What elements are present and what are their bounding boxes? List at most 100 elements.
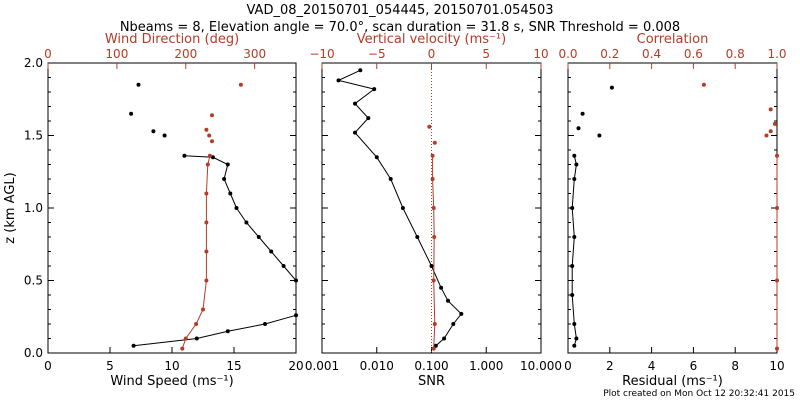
data-point — [210, 139, 214, 144]
x-bottom-tick-label: 5 — [106, 359, 114, 373]
x-bottom-tick-label: 15 — [226, 359, 241, 373]
data-point — [151, 129, 156, 134]
data-point — [400, 206, 405, 210]
series-line — [571, 155, 577, 346]
data-point — [129, 111, 134, 116]
x-top-axis-label: Correlation — [637, 32, 709, 47]
data-point — [244, 220, 249, 225]
data-point — [204, 220, 209, 225]
data-point — [374, 155, 379, 160]
data-point — [366, 116, 371, 121]
x-top-tick-label: 1.0 — [767, 47, 786, 61]
x-bottom-tick-label: 1.000 — [469, 359, 503, 373]
data-point — [183, 336, 188, 341]
y-tick-label: 0.0 — [24, 346, 43, 360]
data-point — [180, 346, 185, 351]
data-point — [194, 336, 199, 341]
series-3 — [180, 153, 212, 351]
data-point — [775, 346, 779, 351]
data-point — [597, 133, 602, 138]
data-point — [775, 153, 779, 158]
figure-title-line2: Nbeams = 8, Elevation angle = 70.0°, sca… — [120, 20, 680, 35]
series-line — [181, 155, 211, 349]
x-top-tick-label: 0 — [44, 47, 52, 61]
series-1 — [336, 68, 464, 348]
data-point — [207, 153, 212, 158]
x-top-tick-label: 10 — [533, 47, 548, 61]
x-bottom-tick-label: 0.001 — [305, 359, 339, 373]
data-point — [775, 278, 779, 283]
x-top-axis-label: Wind Direction (deg) — [105, 32, 239, 47]
data-point — [572, 343, 577, 348]
data-point — [222, 177, 227, 181]
data-point — [182, 153, 187, 158]
x-bottom-axis-label: Residual (ms⁻¹) — [622, 374, 723, 389]
x-bottom-tick-label: 4 — [648, 359, 656, 373]
data-point — [210, 113, 214, 118]
y-tick-label: 0.5 — [24, 274, 43, 288]
data-point — [431, 346, 436, 351]
data-point — [572, 177, 577, 181]
y-tick-label: 1.0 — [24, 201, 43, 215]
data-point — [570, 206, 575, 210]
data-point — [415, 235, 420, 239]
data-point — [204, 191, 209, 196]
data-point — [294, 313, 298, 318]
data-point — [427, 124, 432, 129]
x-top-tick-label: −10 — [309, 47, 334, 61]
data-point — [574, 336, 579, 341]
data-point — [580, 111, 585, 116]
data-point — [764, 133, 769, 138]
data-point — [234, 206, 239, 210]
series-1 — [131, 153, 298, 348]
data-point — [256, 235, 261, 239]
data-point — [572, 153, 577, 158]
data-point — [429, 264, 434, 268]
x-bottom-tick-label: 10 — [769, 359, 784, 373]
data-point — [430, 177, 435, 181]
series-3 — [775, 153, 779, 351]
data-point — [358, 68, 363, 73]
data-point — [432, 140, 437, 145]
data-point — [574, 162, 579, 167]
x-top-tick-label: 100 — [105, 47, 128, 61]
data-point — [136, 82, 141, 87]
data-point — [432, 322, 437, 326]
x-top-tick-label: 300 — [243, 47, 266, 61]
data-point — [294, 278, 298, 283]
series-line — [133, 155, 297, 347]
x-bottom-tick-label: 6 — [690, 359, 698, 373]
data-point — [431, 278, 436, 283]
data-point — [204, 127, 209, 132]
data-point — [768, 129, 773, 134]
series-4 — [204, 82, 243, 144]
x-bottom-axis-label: Wind Speed (ms⁻¹) — [110, 374, 233, 389]
data-point — [572, 235, 577, 239]
data-point — [205, 162, 210, 167]
data-point — [336, 78, 341, 83]
x-bottom-tick-label: 10 — [164, 359, 179, 373]
x-bottom-axis-label: SNR — [418, 374, 445, 389]
x-top-tick-label: 0.4 — [642, 47, 661, 61]
data-point — [353, 130, 357, 135]
x-top-tick-label: 5 — [482, 47, 490, 61]
x-top-tick-label: 0 — [428, 47, 436, 61]
data-point — [451, 322, 456, 326]
data-point — [570, 264, 575, 268]
data-point — [131, 343, 136, 348]
data-point — [162, 133, 167, 138]
panel-2: 0.001 0.010 0.100 1.000 10.000 SNR −10 −5 0 5 10 Ve… — [305, 32, 562, 389]
figure-title-line1: VAD_08_20150701_054445, 20150701.054503 — [247, 3, 554, 18]
x-bottom-tick-label: 20 — [288, 359, 303, 373]
data-point — [439, 285, 444, 290]
x-bottom-tick-label: 10.000 — [520, 359, 562, 373]
x-bottom-tick-label: 8 — [731, 359, 739, 373]
x-top-axis-label: Vertical velocity (ms⁻¹) — [357, 32, 506, 47]
data-point — [194, 322, 199, 326]
data-point — [263, 322, 267, 326]
data-point — [238, 82, 243, 87]
data-point — [430, 153, 435, 158]
data-point — [431, 206, 436, 210]
series-2 — [576, 85, 614, 138]
data-point — [459, 311, 464, 316]
